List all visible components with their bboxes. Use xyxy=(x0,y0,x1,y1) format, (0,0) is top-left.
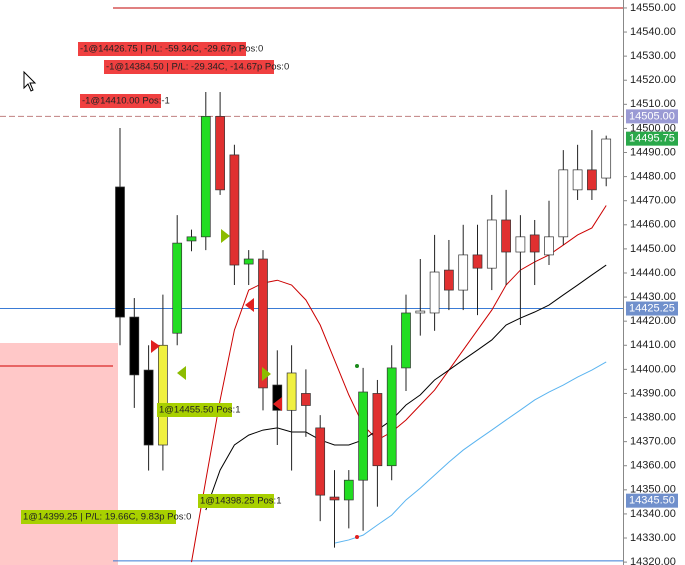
price-label: 14505.00 xyxy=(629,110,675,122)
order-label: 1@14398.25 Pos:1 xyxy=(200,496,281,507)
order-label: -1@14410.00 Pos:-1 xyxy=(82,96,170,107)
y-tick-label: 14370.00 xyxy=(630,436,676,448)
price-label-box xyxy=(626,493,678,508)
y-tick-label: 14450.00 xyxy=(630,243,676,255)
candle-body xyxy=(529,234,540,253)
candle-body xyxy=(115,186,125,318)
order-box xyxy=(78,42,246,56)
candle-body xyxy=(572,169,583,191)
candle-body xyxy=(429,271,440,314)
y-tick-label: 14540.00 xyxy=(630,26,676,38)
candle-body xyxy=(587,169,597,191)
y-tick-label: 14530.00 xyxy=(630,50,676,62)
trade-marker xyxy=(245,298,254,312)
dot xyxy=(355,535,359,539)
candle-body xyxy=(358,391,368,481)
candle-body xyxy=(486,219,497,269)
price-label-box xyxy=(626,301,678,316)
order-box xyxy=(104,60,274,74)
y-tick-label: 14490.00 xyxy=(630,146,676,158)
candle-body xyxy=(472,254,483,269)
y-tick-label: 14350.00 xyxy=(630,484,676,496)
y-tick-label: 14430.00 xyxy=(630,291,676,303)
trade-marker xyxy=(177,366,186,380)
y-tick-label: 14500.00 xyxy=(630,122,676,134)
candle-body xyxy=(415,310,426,314)
candle-body xyxy=(243,258,254,265)
dot xyxy=(355,364,359,368)
candle-body xyxy=(129,316,140,376)
trade-marker xyxy=(262,367,271,381)
candle-body xyxy=(172,242,183,334)
candle-body xyxy=(215,116,225,191)
price-label-box xyxy=(626,109,678,124)
y-tick-label: 14470.00 xyxy=(630,195,676,207)
candle-body xyxy=(501,219,511,253)
y-tick-label: 14400.00 xyxy=(630,363,676,375)
price-label: 14345.50 xyxy=(629,495,675,507)
candle-body xyxy=(515,236,526,253)
candle-body xyxy=(386,367,397,467)
candle-body xyxy=(286,372,297,411)
y-tick-label: 14410.00 xyxy=(630,339,676,351)
order-label: -1@14426.75 | P/L: -59.34C, -29.67p Pos:… xyxy=(80,44,263,55)
zone xyxy=(0,343,118,565)
y-tick-label: 14340.00 xyxy=(630,508,676,520)
y-tick-label: 14380.00 xyxy=(630,411,676,423)
order-box xyxy=(80,94,161,108)
candle-body xyxy=(372,393,383,467)
y-tick-label: 14510.00 xyxy=(630,98,676,110)
order-box xyxy=(21,510,176,524)
candle-body xyxy=(143,369,154,446)
y-tick-label: 14330.00 xyxy=(630,532,676,544)
candle-body xyxy=(458,254,469,291)
ma-line xyxy=(205,264,607,511)
candle-body xyxy=(343,479,354,501)
price-label: 14495.75 xyxy=(629,133,675,145)
trade-marker xyxy=(221,229,230,243)
price-label-box xyxy=(626,131,678,146)
y-tick-label: 14440.00 xyxy=(630,267,676,279)
y-tick-label: 14420.00 xyxy=(630,315,676,327)
order-label: 1@14455.50 Pos:1 xyxy=(159,405,240,416)
order-box xyxy=(198,494,274,508)
trade-marker xyxy=(273,397,282,411)
y-tick-label: 14390.00 xyxy=(630,387,676,399)
order-label: -1@14384.50 | P/L: -29.34C, -14.67p Pos:… xyxy=(106,62,289,73)
candle-body xyxy=(401,312,411,369)
candle-body xyxy=(315,427,326,496)
candle-body xyxy=(601,138,612,179)
candle-body xyxy=(329,496,340,501)
candle-body xyxy=(544,236,554,256)
candle-body xyxy=(258,258,268,389)
y-tick-label: 14550.00 xyxy=(630,2,676,14)
candle-body xyxy=(158,344,168,446)
candle-body xyxy=(186,236,197,242)
y-tick-label: 14520.00 xyxy=(630,74,676,86)
order-label: 1@14399.25 | P/L: 19.66C, 9.83p Pos:0 xyxy=(23,512,191,523)
candle-body xyxy=(444,269,454,291)
ma-line xyxy=(334,361,607,544)
price-label: 14425.25 xyxy=(629,302,675,314)
ma-line xyxy=(191,205,607,563)
order-box xyxy=(157,403,232,417)
candle-body xyxy=(200,116,211,238)
trade-marker xyxy=(151,340,160,353)
candle-body xyxy=(301,393,311,406)
y-tick-label: 14360.00 xyxy=(630,460,676,472)
y-tick-label: 14480.00 xyxy=(630,171,676,183)
candle-body xyxy=(558,169,569,238)
y-tick-label: 14460.00 xyxy=(630,219,676,231)
candle-body xyxy=(229,154,240,266)
cursor xyxy=(23,70,37,92)
y-tick-label: 14320.00 xyxy=(630,556,676,565)
